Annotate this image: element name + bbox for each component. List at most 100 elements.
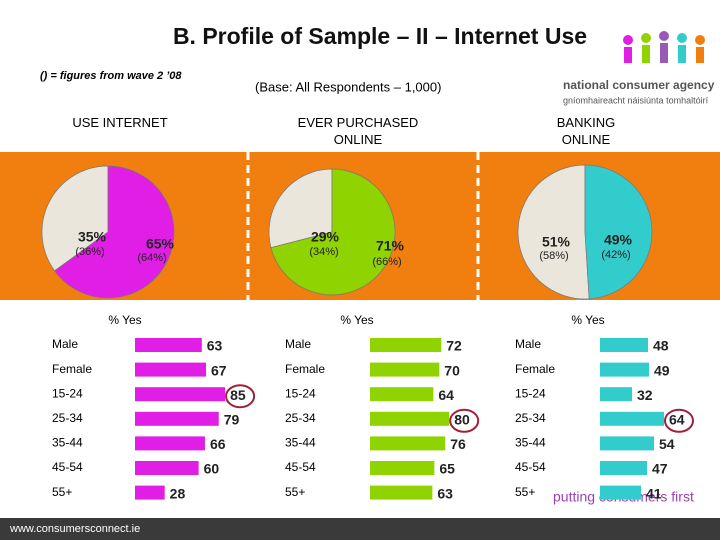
pie-title: BANKING ONLINE bbox=[540, 113, 632, 149]
highlight-circle bbox=[449, 408, 480, 433]
chart-subtitle: % Yes bbox=[340, 313, 373, 327]
value-label: 67 bbox=[211, 362, 227, 378]
value-label: 66 bbox=[210, 436, 226, 452]
note: () = figures from wave 2 ’08 bbox=[40, 70, 182, 82]
value-label: 51% bbox=[542, 234, 571, 250]
pie-slice bbox=[41, 165, 109, 272]
value-label: 76 bbox=[450, 436, 466, 452]
value-label: 64 bbox=[669, 412, 685, 428]
bar bbox=[370, 338, 442, 352]
category-label: 25-34 bbox=[52, 411, 83, 425]
value-label: 70 bbox=[444, 362, 460, 378]
chart-subtitle: % Yes bbox=[108, 313, 141, 327]
value-label: 32 bbox=[637, 387, 653, 403]
bar bbox=[135, 387, 226, 402]
bar bbox=[600, 338, 648, 352]
category-label: 25-34 bbox=[285, 411, 316, 425]
category-label: 15-24 bbox=[515, 386, 546, 400]
value-label: 29% bbox=[311, 229, 340, 245]
bar bbox=[600, 436, 654, 451]
value-label: 48 bbox=[653, 338, 669, 354]
value-label: 60 bbox=[204, 461, 220, 477]
category-label: 55+ bbox=[52, 485, 72, 499]
bar bbox=[370, 362, 440, 377]
category-label: Male bbox=[515, 337, 541, 351]
bar bbox=[370, 387, 434, 402]
value-label: 28 bbox=[170, 485, 186, 501]
pie-slice bbox=[268, 168, 333, 249]
bar bbox=[135, 338, 202, 352]
value-label: 80 bbox=[454, 412, 470, 428]
value-label: 72 bbox=[446, 338, 462, 354]
category-label: 55+ bbox=[515, 485, 535, 499]
bar bbox=[600, 411, 664, 426]
base-note: (Base: All Respondents – 1,000) bbox=[255, 79, 441, 94]
logo-irish: gníomhaireacht náisiúnta tomhaltóirí bbox=[563, 95, 709, 105]
chart-subtitle: % Yes bbox=[571, 313, 604, 327]
previous-label: (66%) bbox=[372, 256, 401, 268]
logo-name: national consumer agency bbox=[563, 78, 715, 92]
previous-label: (34%) bbox=[309, 246, 338, 258]
value-label: 47 bbox=[652, 461, 668, 477]
pie-slice bbox=[270, 168, 396, 296]
pie-title: USE INTERNET bbox=[62, 113, 178, 132]
bar bbox=[135, 485, 165, 500]
category-label: Male bbox=[52, 337, 78, 351]
bar bbox=[135, 461, 199, 475]
category-label: 15-24 bbox=[285, 386, 316, 400]
value-label: 71% bbox=[376, 238, 405, 254]
bar bbox=[370, 461, 435, 475]
bar bbox=[600, 362, 649, 377]
category-label: 45-54 bbox=[515, 460, 546, 474]
pie-slice bbox=[54, 165, 175, 299]
category-label: Male bbox=[285, 337, 311, 351]
category-label: 35-44 bbox=[52, 436, 83, 450]
highlight-circle bbox=[225, 384, 256, 409]
logo-figures bbox=[623, 31, 705, 63]
category-label: 35-44 bbox=[285, 436, 316, 450]
value-label: 65% bbox=[146, 236, 175, 252]
bar bbox=[135, 411, 219, 426]
category-label: 45-54 bbox=[52, 460, 83, 474]
previous-label: (64%) bbox=[137, 252, 166, 264]
value-label: 85 bbox=[230, 387, 246, 403]
value-label: 49% bbox=[604, 232, 633, 248]
value-label: 63 bbox=[437, 485, 453, 501]
slide-title: B. Profile of Sample – II – Internet Use bbox=[173, 23, 587, 49]
highlight-circle bbox=[664, 408, 694, 433]
bar bbox=[370, 411, 450, 426]
category-label: Female bbox=[515, 362, 555, 376]
bar bbox=[370, 485, 433, 500]
value-label: 35% bbox=[78, 229, 107, 245]
value-label: 41 bbox=[646, 485, 662, 501]
previous-label: (42%) bbox=[601, 249, 630, 261]
bar bbox=[135, 436, 205, 451]
bar bbox=[600, 485, 641, 500]
value-label: 65 bbox=[439, 461, 455, 477]
bar bbox=[600, 461, 647, 475]
pie-slice bbox=[517, 164, 590, 300]
footer-url: www.consumersconnect.ie bbox=[9, 523, 140, 535]
category-label: Female bbox=[52, 362, 92, 376]
value-label: 79 bbox=[224, 412, 240, 428]
pie-slice bbox=[584, 164, 653, 300]
category-label: 45-54 bbox=[285, 460, 316, 474]
footer-bar bbox=[0, 518, 720, 540]
category-label: Female bbox=[285, 362, 325, 376]
previous-label: (36%) bbox=[75, 246, 104, 258]
value-label: 49 bbox=[654, 362, 670, 378]
category-label: 25-34 bbox=[515, 411, 546, 425]
bar bbox=[370, 436, 446, 451]
bar bbox=[600, 387, 632, 402]
pie-title: EVER PURCHASED ONLINE bbox=[285, 113, 431, 149]
category-label: 55+ bbox=[285, 485, 305, 499]
category-label: 15-24 bbox=[52, 386, 83, 400]
value-label: 64 bbox=[438, 387, 454, 403]
value-label: 54 bbox=[659, 436, 675, 452]
category-label: 35-44 bbox=[515, 436, 546, 450]
bar bbox=[135, 362, 207, 377]
value-label: 63 bbox=[207, 338, 223, 354]
previous-label: (58%) bbox=[539, 250, 568, 262]
